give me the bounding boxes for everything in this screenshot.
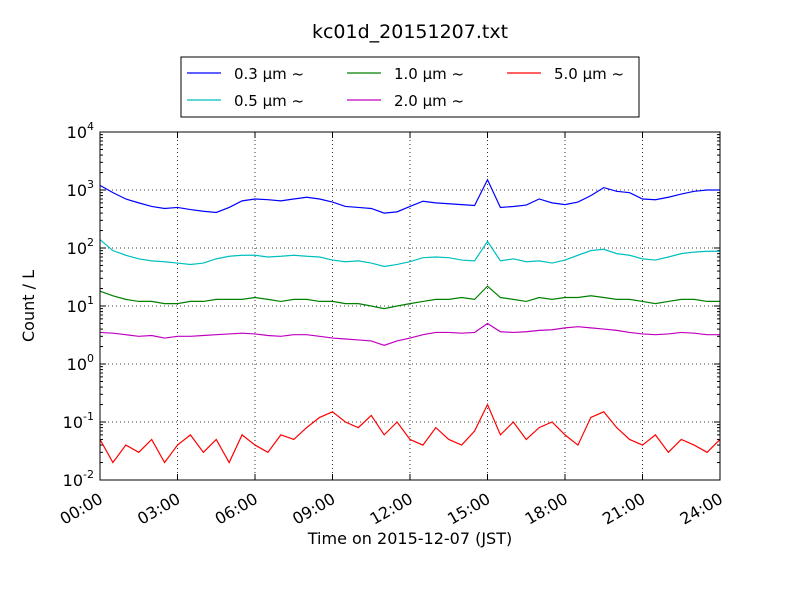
legend-label: 2.0 μm ~ (394, 92, 464, 110)
series-line (99, 322, 720, 346)
y-tick-base: 10 (63, 471, 83, 490)
y-tick-exponent: 3 (87, 178, 94, 191)
legend-label: 1.0 μm ~ (394, 65, 464, 83)
y-tick-exponent: -2 (83, 468, 94, 481)
y-tick-exponent: 2 (87, 236, 94, 249)
y-tick-label: 10-1 (63, 410, 94, 432)
y-tick-exponent: 1 (87, 294, 94, 307)
y-tick-exponent: 4 (87, 120, 94, 133)
y-tick-base: 10 (67, 355, 87, 374)
series-line (99, 178, 720, 214)
series-line (99, 285, 720, 310)
y-tick-exponent: 0 (87, 352, 94, 365)
legend-label: 0.5 μm ~ (234, 92, 304, 110)
y-tick-base: 10 (67, 239, 87, 258)
y-tick-base: 10 (67, 181, 87, 200)
y-tick-base: 10 (67, 297, 87, 316)
chart-title: kc01d_20151207.txt (312, 21, 508, 43)
y-tick-label: 101 (67, 294, 94, 316)
legend-label: 0.3 μm ~ (234, 65, 304, 83)
axes-frame (99, 131, 721, 481)
x-axis-label: Time on 2015-12-07 (JST) (307, 529, 512, 548)
y-tick-exponent: -1 (83, 410, 94, 423)
y-tick-label: 100 (67, 352, 94, 374)
series-line (99, 239, 720, 268)
y-axis-label: Count / L (19, 270, 38, 342)
y-tick-base: 10 (67, 123, 87, 142)
y-tick-label: 102 (67, 236, 94, 258)
y-tick-label: 104 (67, 120, 94, 142)
y-tick-base: 10 (63, 413, 83, 432)
series-line (99, 403, 721, 464)
y-tick-label: 103 (67, 178, 94, 200)
legend-label: 5.0 μm ~ (554, 65, 624, 83)
legend-box (180, 56, 640, 118)
y-tick-label: 10-2 (63, 468, 94, 490)
